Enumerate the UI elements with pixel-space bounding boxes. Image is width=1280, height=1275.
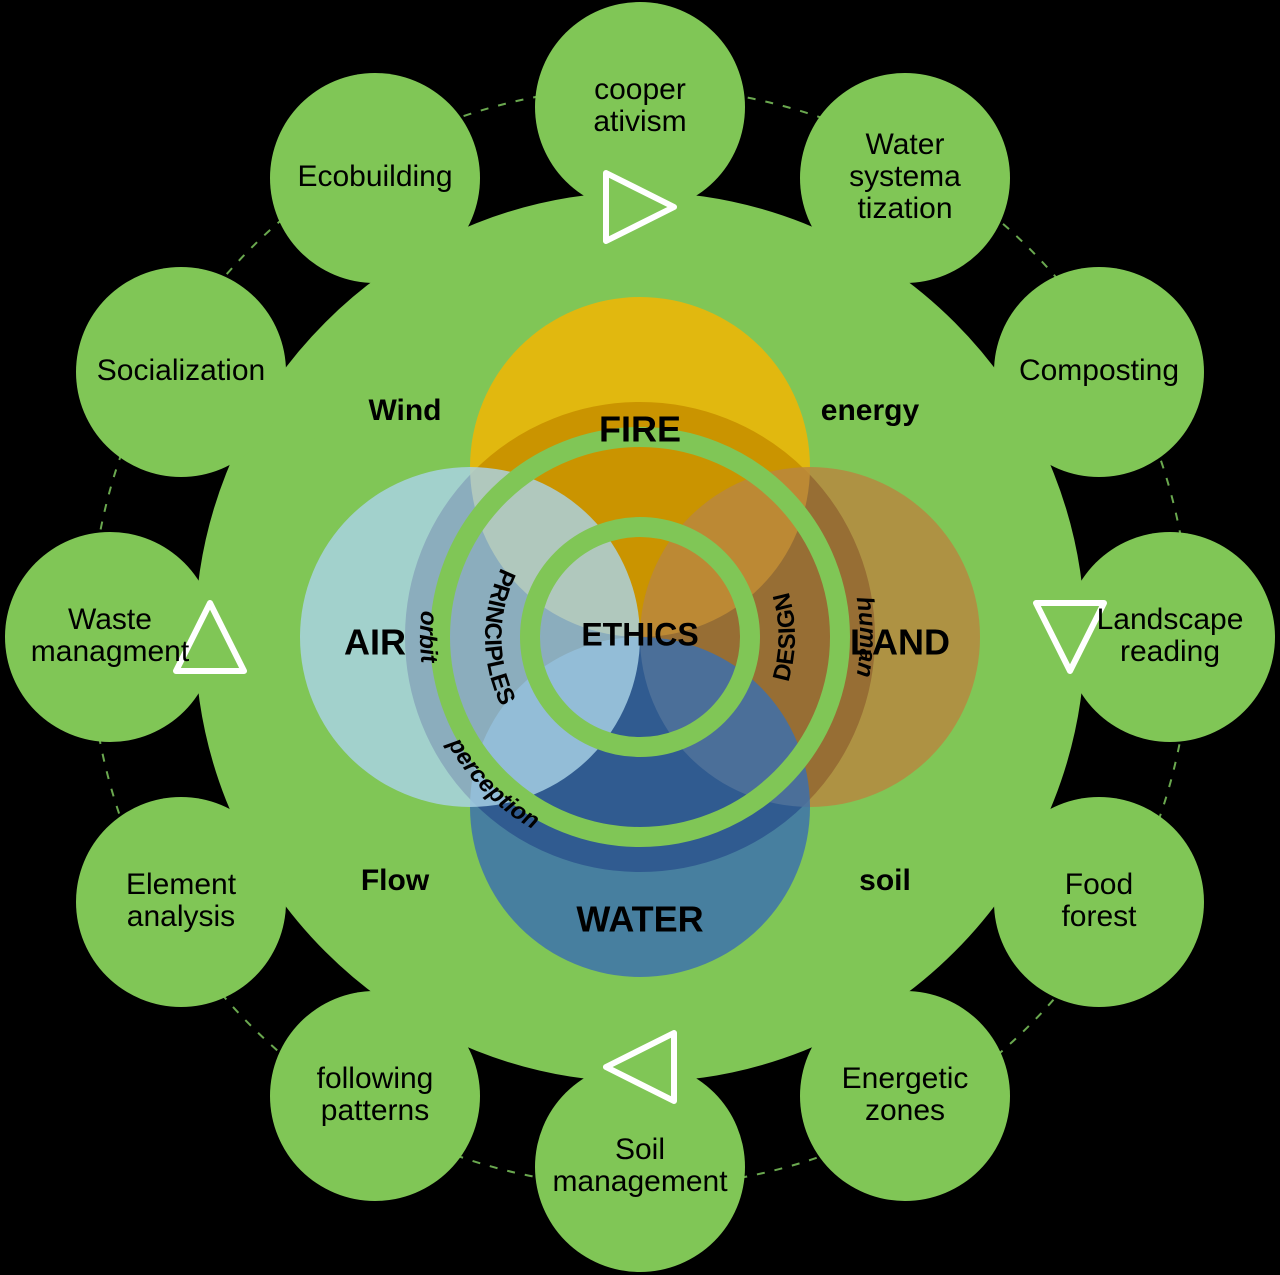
mid-label-wind: Wind (368, 394, 441, 427)
outer-label-ecobuilding: Ecobuilding (297, 160, 452, 193)
outer-label-water-systematization: Watersystematization (849, 128, 961, 225)
outer-label-socialization: Socialization (97, 354, 265, 387)
element-label-land: LAND (850, 622, 950, 663)
outer-label-element-analysis: Elementanalysis (126, 868, 237, 933)
ring-word-orbit: orbit (414, 610, 443, 665)
outer-label-food-forest: Foodforest (1061, 868, 1137, 933)
outer-label-cooperativism: cooperativism (593, 73, 686, 138)
center-label: ETHICS (581, 616, 698, 652)
outer-label-composting: Composting (1019, 354, 1179, 387)
mid-label-energy: energy (821, 394, 920, 427)
mid-label-flow: Flow (361, 864, 430, 897)
permaculture-diagram: PRINCIPLES DESIGN orbit human perception… (0, 0, 1280, 1275)
outer-label-following-patterns: followingpatterns (317, 1062, 434, 1127)
element-label-air: AIR (344, 622, 406, 663)
mid-label-soil: soil (859, 864, 911, 897)
element-label-fire: FIRE (599, 409, 681, 450)
element-label-water: WATER (576, 899, 703, 940)
